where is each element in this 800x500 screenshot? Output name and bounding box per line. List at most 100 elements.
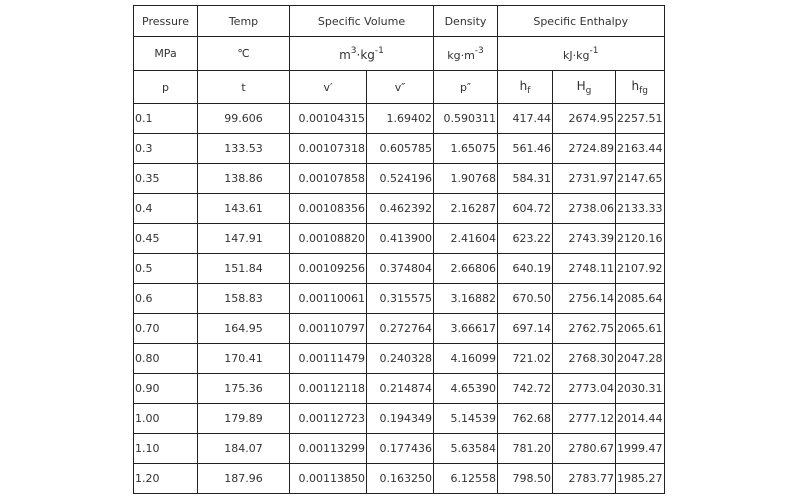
cell-pressure: 1.00 [133, 403, 198, 434]
cell-hg: 2738.06 [552, 193, 616, 224]
cell-temp: 164.95 [197, 313, 290, 344]
cell-hfg: 2014.44 [615, 403, 665, 434]
unit-density: kg·m-3 [433, 36, 498, 71]
symbol-p: p [133, 70, 198, 104]
symbol-hfg: hfg [615, 70, 665, 104]
table-row: 0.4 143.61 0.00108356 0.462392 2.16287 604.72… [133, 193, 665, 224]
cell-v1: 0.00113850 [289, 463, 367, 494]
cell-hf: 640.19 [497, 253, 553, 284]
cell-v2: 0.163250 [366, 463, 434, 494]
header-specific-volume: Specific Volume [289, 5, 434, 37]
cell-v1: 0.00113299 [289, 433, 367, 464]
cell-temp: 138.86 [197, 163, 290, 194]
cell-hfg: 2030.31 [615, 373, 665, 404]
header-pressure: Pressure [133, 5, 198, 37]
cell-hf: 604.72 [497, 193, 553, 224]
cell-temp: 99.606 [197, 103, 290, 134]
cell-hg: 2731.97 [552, 163, 616, 194]
cell-density: 1.65075 [433, 133, 498, 164]
cell-hfg: 2163.44 [615, 133, 665, 164]
cell-v1: 0.00109256 [289, 253, 367, 284]
header-symbols-row: p t v′ v″ p″ hf Hg hfg [133, 70, 665, 104]
table-row: 1.20 187.96 0.00113850 0.163250 6.12558 798.5… [133, 463, 665, 494]
cell-density: 5.14539 [433, 403, 498, 434]
cell-hf: 561.46 [497, 133, 553, 164]
cell-v1: 0.00110797 [289, 313, 367, 344]
cell-temp: 179.89 [197, 403, 290, 434]
cell-v1: 0.00104315 [289, 103, 367, 134]
cell-hfg: 2120.16 [615, 223, 665, 254]
cell-density: 2.41604 [433, 223, 498, 254]
cell-v1: 0.00108820 [289, 223, 367, 254]
cell-hg: 2724.89 [552, 133, 616, 164]
header-specific-enthalpy: Specific Enthalpy [497, 5, 665, 37]
cell-pressure: 0.3 [133, 133, 198, 164]
cell-temp: 187.96 [197, 463, 290, 494]
cell-pressure: 0.35 [133, 163, 198, 194]
table-row: 0.45 147.91 0.00108820 0.413900 2.41604 623.2… [133, 223, 665, 254]
cell-density: 2.16287 [433, 193, 498, 224]
cell-v1: 0.00110061 [289, 283, 367, 314]
cell-hfg: 1999.47 [615, 433, 665, 464]
cell-hf: 697.14 [497, 313, 553, 344]
header-density: Density [433, 5, 498, 37]
symbol-v2: v″ [366, 70, 434, 104]
cell-density: 3.66617 [433, 313, 498, 344]
cell-v1: 0.00111479 [289, 343, 367, 374]
cell-hg: 2780.67 [552, 433, 616, 464]
cell-hf: 721.02 [497, 343, 553, 374]
cell-hg: 2783.77 [552, 463, 616, 494]
cell-v1: 0.00108356 [289, 193, 367, 224]
cell-density: 4.65390 [433, 373, 498, 404]
cell-hfg: 2257.51 [615, 103, 665, 134]
cell-v1: 0.00112723 [289, 403, 367, 434]
cell-temp: 184.07 [197, 433, 290, 464]
cell-temp: 143.61 [197, 193, 290, 224]
steam-table: Pressure Temp Specific Volume Density Sp… [133, 5, 665, 494]
header-temp: Temp [197, 5, 290, 37]
cell-v2: 0.272764 [366, 313, 434, 344]
cell-hfg: 2065.61 [615, 313, 665, 344]
cell-temp: 170.41 [197, 343, 290, 374]
cell-v2: 0.462392 [366, 193, 434, 224]
cell-pressure: 0.5 [133, 253, 198, 284]
cell-hfg: 2133.33 [615, 193, 665, 224]
cell-v2: 0.374804 [366, 253, 434, 284]
unit-temp: ℃ [197, 36, 290, 71]
cell-density: 4.16099 [433, 343, 498, 374]
cell-density: 3.16882 [433, 283, 498, 314]
cell-hg: 2674.95 [552, 103, 616, 134]
cell-hg: 2762.75 [552, 313, 616, 344]
cell-hfg: 2147.65 [615, 163, 665, 194]
cell-hfg: 2085.64 [615, 283, 665, 314]
table-row: 0.5 151.84 0.00109256 0.374804 2.66806 640.19… [133, 253, 665, 284]
cell-v2: 0.605785 [366, 133, 434, 164]
cell-pressure: 0.1 [133, 103, 198, 134]
table-row: 0.35 138.86 0.00107858 0.524196 1.90768 584.3… [133, 163, 665, 194]
cell-pressure: 0.70 [133, 313, 198, 344]
cell-v2: 0.524196 [366, 163, 434, 194]
cell-hfg: 2047.28 [615, 343, 665, 374]
header-units-row: MPa ℃ m3·kg-1 kg·m-3 kJ·kg-1 [133, 36, 665, 71]
symbol-hf: hf [497, 70, 553, 104]
cell-density: 6.12558 [433, 463, 498, 494]
cell-v2: 0.194349 [366, 403, 434, 434]
cell-hf: 798.50 [497, 463, 553, 494]
cell-pressure: 0.45 [133, 223, 198, 254]
cell-pressure: 0.4 [133, 193, 198, 224]
cell-pressure: 0.90 [133, 373, 198, 404]
cell-v2: 0.177436 [366, 433, 434, 464]
cell-hf: 742.72 [497, 373, 553, 404]
cell-density: 0.590311 [433, 103, 498, 134]
cell-hg: 2756.14 [552, 283, 616, 314]
cell-hf: 762.68 [497, 403, 553, 434]
cell-temp: 147.91 [197, 223, 290, 254]
cell-density: 2.66806 [433, 253, 498, 284]
cell-hg: 2777.12 [552, 403, 616, 434]
cell-hf: 417.44 [497, 103, 553, 134]
table-row: 0.3 133.53 0.00107318 0.605785 1.65075 561.46… [133, 133, 665, 164]
cell-v1: 0.00107858 [289, 163, 367, 194]
cell-hg: 2768.30 [552, 343, 616, 374]
cell-hf: 781.20 [497, 433, 553, 464]
cell-pressure: 1.20 [133, 463, 198, 494]
